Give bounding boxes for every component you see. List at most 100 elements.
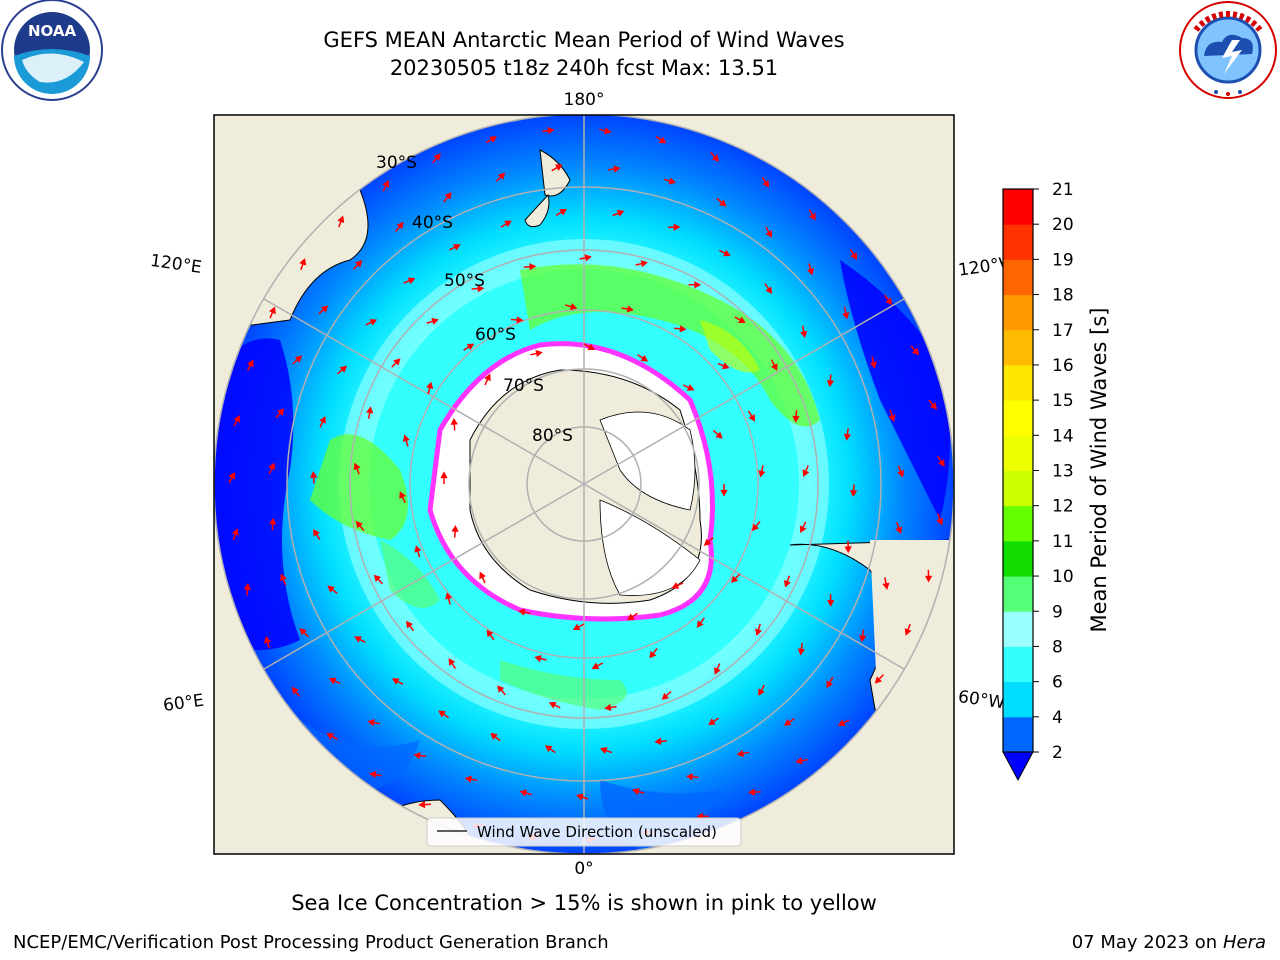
colorbar-label: Mean Period of Wind Waves [s]	[1087, 308, 1111, 633]
wind-arrow-head	[450, 417, 458, 425]
low-period-region-west	[214, 338, 300, 650]
high-period-band-pacific	[520, 264, 820, 427]
wind-arrow-head	[584, 254, 592, 262]
wind-arrow-head	[547, 126, 555, 135]
colorbar-tick-label: 16	[1052, 356, 1074, 376]
colorbar-cell	[1003, 540, 1033, 577]
wind-arrow-head	[477, 284, 485, 293]
colorbar-tick-label: 6	[1052, 673, 1063, 693]
wind-arrow-head	[490, 732, 498, 740]
colorbar-tick-label: 17	[1052, 321, 1074, 341]
colorbar-tick-label: 4	[1052, 708, 1063, 728]
wind-arrow-head	[277, 408, 285, 416]
wind-wave-direction-arrows	[228, 126, 945, 844]
wind-arrow-head	[715, 431, 723, 439]
wind-arrow-head	[534, 655, 542, 663]
wind-arrow-head	[859, 635, 867, 643]
wind-arrow-head	[842, 312, 850, 320]
wind-arrow-head	[730, 575, 739, 583]
wind-arrow-head	[445, 592, 453, 600]
colorbar: 2 4 6 8 9 10 11 12 13 14 15 16 17 18 19 20 21 Mean Perio…	[1002, 180, 1111, 782]
colorbar-cell	[1003, 224, 1033, 260]
wind-arrow-head	[367, 719, 375, 727]
colorbar-cell	[1003, 470, 1033, 507]
wind-arrow-head	[448, 658, 456, 666]
wind-arrow-head	[626, 305, 634, 313]
wind-arrow-head	[895, 526, 903, 535]
colorbar-tick-label: 21	[1052, 180, 1074, 200]
wind-arrow-head	[755, 628, 763, 636]
wind-arrow-head	[354, 636, 362, 643]
wind-arrow-head	[233, 415, 240, 423]
colorbar-tick-label: 2	[1052, 743, 1063, 763]
wind-arrow-head	[438, 710, 446, 718]
colorbar-under-extension	[1002, 751, 1034, 782]
wind-arrow-head	[407, 277, 416, 285]
lat-label-30s: 30°S	[376, 153, 417, 173]
wind-arrow-head	[544, 745, 553, 753]
wind-arrow-head	[369, 319, 378, 326]
wind-arrow-head	[504, 220, 512, 228]
colorbar-tick-label: 9	[1052, 602, 1063, 622]
wind-arrow-head	[668, 177, 676, 185]
lon-label-0: 0°	[574, 859, 593, 879]
wind-arrow-head	[797, 648, 805, 656]
wind-arrow-head	[355, 520, 363, 529]
wind-arrow-head	[391, 678, 400, 685]
colorbar-cell	[1003, 611, 1033, 647]
wind-arrow-head	[326, 733, 334, 740]
wind-arrow-head	[497, 172, 506, 180]
wind-arrow-head	[799, 525, 807, 533]
wind-arrow-head	[559, 208, 567, 216]
wind-arrow-head	[399, 491, 406, 499]
date-text: 07 May 2023 on Hera	[1072, 932, 1266, 953]
wind-arrow-head	[353, 462, 361, 471]
wind-arrow-head	[489, 136, 497, 143]
colorbar-tick-label: 11	[1052, 532, 1074, 552]
wind-arrow-head	[802, 469, 810, 477]
wind-arrow-head	[849, 490, 858, 497]
colorbar-cell	[1003, 716, 1033, 753]
wind-arrow-head	[711, 154, 720, 162]
wind-arrow-head	[451, 525, 459, 532]
wind-arrow-head	[604, 703, 612, 712]
wind-arrow-head	[294, 355, 303, 363]
wind-arrow-head	[758, 688, 765, 696]
colorbar-tick-label: 18	[1052, 286, 1074, 306]
lat-label-50s: 50°S	[444, 271, 485, 291]
wind-arrow-head	[632, 787, 640, 796]
colorbar-tick-label: 13	[1052, 462, 1074, 482]
wind-arrow-head	[247, 359, 254, 368]
colorbar-cell	[1003, 259, 1033, 296]
wind-arrow-head	[484, 373, 491, 382]
lon-label-180: 180°	[564, 90, 605, 110]
wind-arrow-head	[319, 416, 326, 424]
colorbar-cell	[1003, 364, 1033, 401]
wind-arrow-head	[748, 788, 755, 796]
wind-arrow-head	[529, 263, 537, 271]
wind-arrow-head	[795, 757, 803, 765]
wind-arrow-head	[231, 528, 239, 536]
wind-arrow-head	[640, 260, 648, 268]
wind-arrow-head	[569, 303, 578, 311]
wind-arrow-head	[327, 585, 335, 593]
colorbar-tick-label: 15	[1052, 391, 1074, 411]
wind-arrow-head	[453, 244, 461, 251]
wind-arrow-head	[714, 667, 721, 675]
credit-text: NCEP/EMC/Verification Post Processing Pr…	[13, 932, 609, 953]
wind-arrow-head	[337, 215, 345, 224]
wind-arrow-head	[497, 685, 505, 693]
wind-arrow-head	[738, 316, 746, 323]
date-label: 07 May 2023 on	[1071, 932, 1218, 953]
wind-arrow-head	[929, 402, 938, 410]
wind-arrow-head	[686, 384, 695, 391]
colorbar-cell	[1003, 505, 1033, 542]
wind-arrow-head	[640, 354, 649, 362]
wind-arrow-head	[479, 571, 486, 580]
wind-arrow-head	[897, 469, 904, 478]
wind-arrow-head	[843, 433, 852, 441]
wind-arrow-head	[874, 676, 883, 684]
wind-arrow-head	[518, 608, 526, 616]
wind-arrow-head	[671, 582, 680, 589]
noaa-logo-icon: NOAA	[1, 0, 103, 101]
